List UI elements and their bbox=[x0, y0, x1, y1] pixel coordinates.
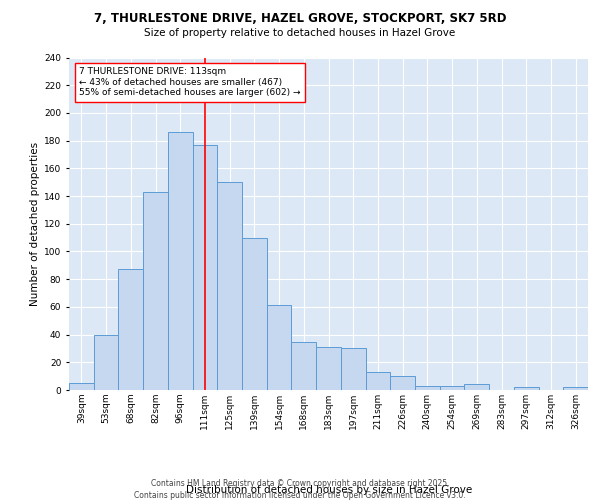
Text: 7, THURLESTONE DRIVE, HAZEL GROVE, STOCKPORT, SK7 5RD: 7, THURLESTONE DRIVE, HAZEL GROVE, STOCK… bbox=[94, 12, 506, 26]
Bar bbox=[168, 132, 193, 390]
Bar bbox=[514, 387, 539, 390]
Bar bbox=[563, 387, 588, 390]
Text: Distribution of detached houses by size in Hazel Grove: Distribution of detached houses by size … bbox=[185, 485, 472, 495]
Bar bbox=[316, 347, 341, 390]
Bar bbox=[242, 238, 267, 390]
Bar bbox=[341, 348, 365, 390]
Bar bbox=[267, 306, 292, 390]
Bar bbox=[94, 334, 118, 390]
Text: Contains HM Land Registry data © Crown copyright and database right 2025.
Contai: Contains HM Land Registry data © Crown c… bbox=[134, 478, 466, 500]
Bar bbox=[143, 192, 168, 390]
Text: 7 THURLESTONE DRIVE: 113sqm
← 43% of detached houses are smaller (467)
55% of se: 7 THURLESTONE DRIVE: 113sqm ← 43% of det… bbox=[79, 68, 301, 98]
Bar bbox=[118, 270, 143, 390]
Bar bbox=[193, 145, 217, 390]
Bar bbox=[69, 383, 94, 390]
Bar bbox=[217, 182, 242, 390]
Bar bbox=[365, 372, 390, 390]
Y-axis label: Number of detached properties: Number of detached properties bbox=[30, 142, 40, 306]
Text: Size of property relative to detached houses in Hazel Grove: Size of property relative to detached ho… bbox=[145, 28, 455, 38]
Bar bbox=[390, 376, 415, 390]
Bar bbox=[440, 386, 464, 390]
Bar bbox=[464, 384, 489, 390]
Bar bbox=[292, 342, 316, 390]
Bar bbox=[415, 386, 440, 390]
